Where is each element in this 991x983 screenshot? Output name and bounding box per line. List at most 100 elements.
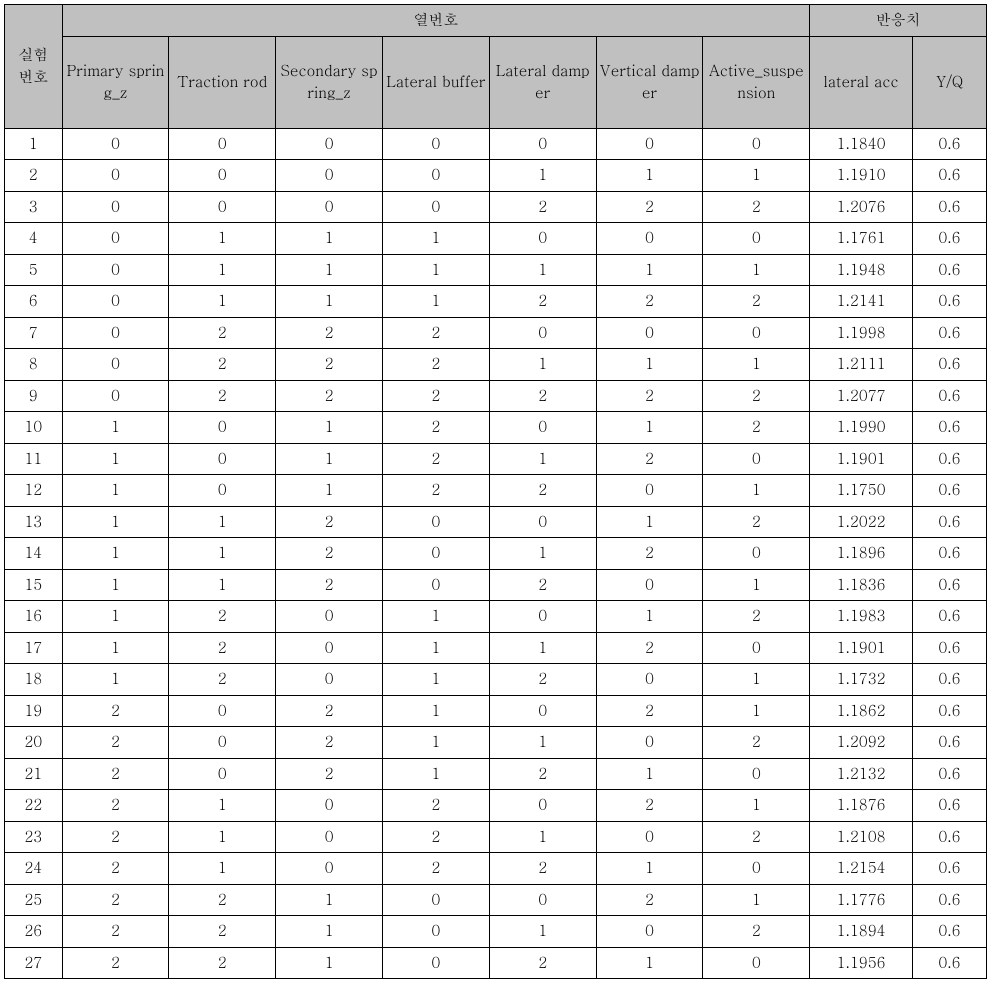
table-cell: 0 [703,443,810,475]
header-col-secondary-spring: Secondary spring_z [276,36,383,128]
table-cell: 2 [382,380,489,412]
table-cell: 14 [5,538,63,570]
table-cell: 1 [596,601,703,633]
table-cell: 4 [5,223,63,255]
table-cell: 1 [382,695,489,727]
table-cell: 1.2108 [810,821,913,853]
table-row: 2421022101.21540.6 [5,853,987,885]
table-cell: 1 [703,790,810,822]
table-cell: 0.6 [912,947,986,979]
table-cell: 2 [382,790,489,822]
table-cell: 27 [5,947,63,979]
table-cell: 2 [596,380,703,412]
table-row: 1511202011.18360.6 [5,569,987,601]
table-row: 601112221.21410.6 [5,286,987,318]
table-cell: 0 [276,664,383,696]
table-cell: 0.6 [912,632,986,664]
table-cell: 0 [703,947,810,979]
table-cell: 2 [276,317,383,349]
table-cell: 0.6 [912,853,986,885]
table-cell: 2 [169,664,276,696]
table-cell: 23 [5,821,63,853]
table-cell: 0 [169,475,276,507]
table-cell: 1.1876 [810,790,913,822]
table-cell: 0 [382,947,489,979]
table-cell: 0 [703,128,810,160]
table-cell: 12 [5,475,63,507]
table-cell: 16 [5,601,63,633]
table-cell: 0 [169,443,276,475]
table-cell: 1.1896 [810,538,913,570]
table-cell: 0 [276,128,383,160]
table-cell: 1 [703,160,810,192]
table-cell: 1.1910 [810,160,913,192]
table-cell: 0 [169,727,276,759]
table-cell: 2 [382,412,489,444]
table-cell: 1 [169,506,276,538]
table-cell: 0 [703,538,810,570]
table-cell: 1 [276,884,383,916]
table-cell: 2 [382,317,489,349]
table-cell: 1 [276,223,383,255]
table-row: 2120212101.21320.6 [5,758,987,790]
table-cell: 6 [5,286,63,318]
table-cell: 2 [62,821,169,853]
table-cell: 1.1761 [810,223,913,255]
table-row: 100000001.18400.6 [5,128,987,160]
table-cell: 1 [169,790,276,822]
table-cell: 2 [703,380,810,412]
table-cell: 1 [62,475,169,507]
table-cell: 0.6 [912,128,986,160]
table-cell: 0 [62,191,169,223]
table-row: 2221020211.18760.6 [5,790,987,822]
table-cell: 0.6 [912,727,986,759]
table-cell: 1 [62,443,169,475]
table-cell: 0 [62,349,169,381]
table-cell: 2 [703,821,810,853]
table-cell: 0 [489,601,596,633]
table-row: 2522100211.17760.6 [5,884,987,916]
table-cell: 10 [5,412,63,444]
table-cell: 0.6 [912,191,986,223]
table-cell: 0 [169,160,276,192]
table-cell: 0 [276,790,383,822]
table-cell: 1.2141 [810,286,913,318]
table-cell: 2 [382,853,489,885]
table-cell: 24 [5,853,63,885]
header-col-vertical-damper: Vertical damper [596,36,703,128]
table-cell: 1 [62,538,169,570]
table-cell: 1.2111 [810,349,913,381]
table-cell: 1 [382,254,489,286]
table-cell: 2 [276,695,383,727]
table-cell: 1 [169,286,276,318]
table-cell: 0 [169,191,276,223]
table-cell: 0 [489,128,596,160]
experiment-table: 실험번호 열번호 반응치 Primary spring_z Traction r… [4,4,987,979]
table-cell: 2 [596,790,703,822]
table-cell: 1 [489,632,596,664]
table-cell: 0 [276,160,383,192]
table-cell: 2 [596,695,703,727]
table-cell: 2 [382,349,489,381]
table-cell: 1.2132 [810,758,913,790]
table-cell: 1.1901 [810,632,913,664]
table-cell: 1 [382,727,489,759]
table-cell: 0 [62,380,169,412]
table-cell: 1 [382,664,489,696]
table-cell: 8 [5,349,63,381]
table-cell: 2 [276,380,383,412]
table-cell: 0 [276,821,383,853]
table-cell: 0 [596,664,703,696]
table-cell: 0 [489,790,596,822]
table-row: 1612010121.19830.6 [5,601,987,633]
table-cell: 13 [5,506,63,538]
table-cell: 0 [703,632,810,664]
table-cell: 1 [489,916,596,948]
table-cell: 0 [62,128,169,160]
table-cell: 1 [596,160,703,192]
table-row: 401110001.17610.6 [5,223,987,255]
table-cell: 1 [276,286,383,318]
table-cell: 2 [489,758,596,790]
table-row: 1812012011.17320.6 [5,664,987,696]
table-cell: 2 [276,727,383,759]
